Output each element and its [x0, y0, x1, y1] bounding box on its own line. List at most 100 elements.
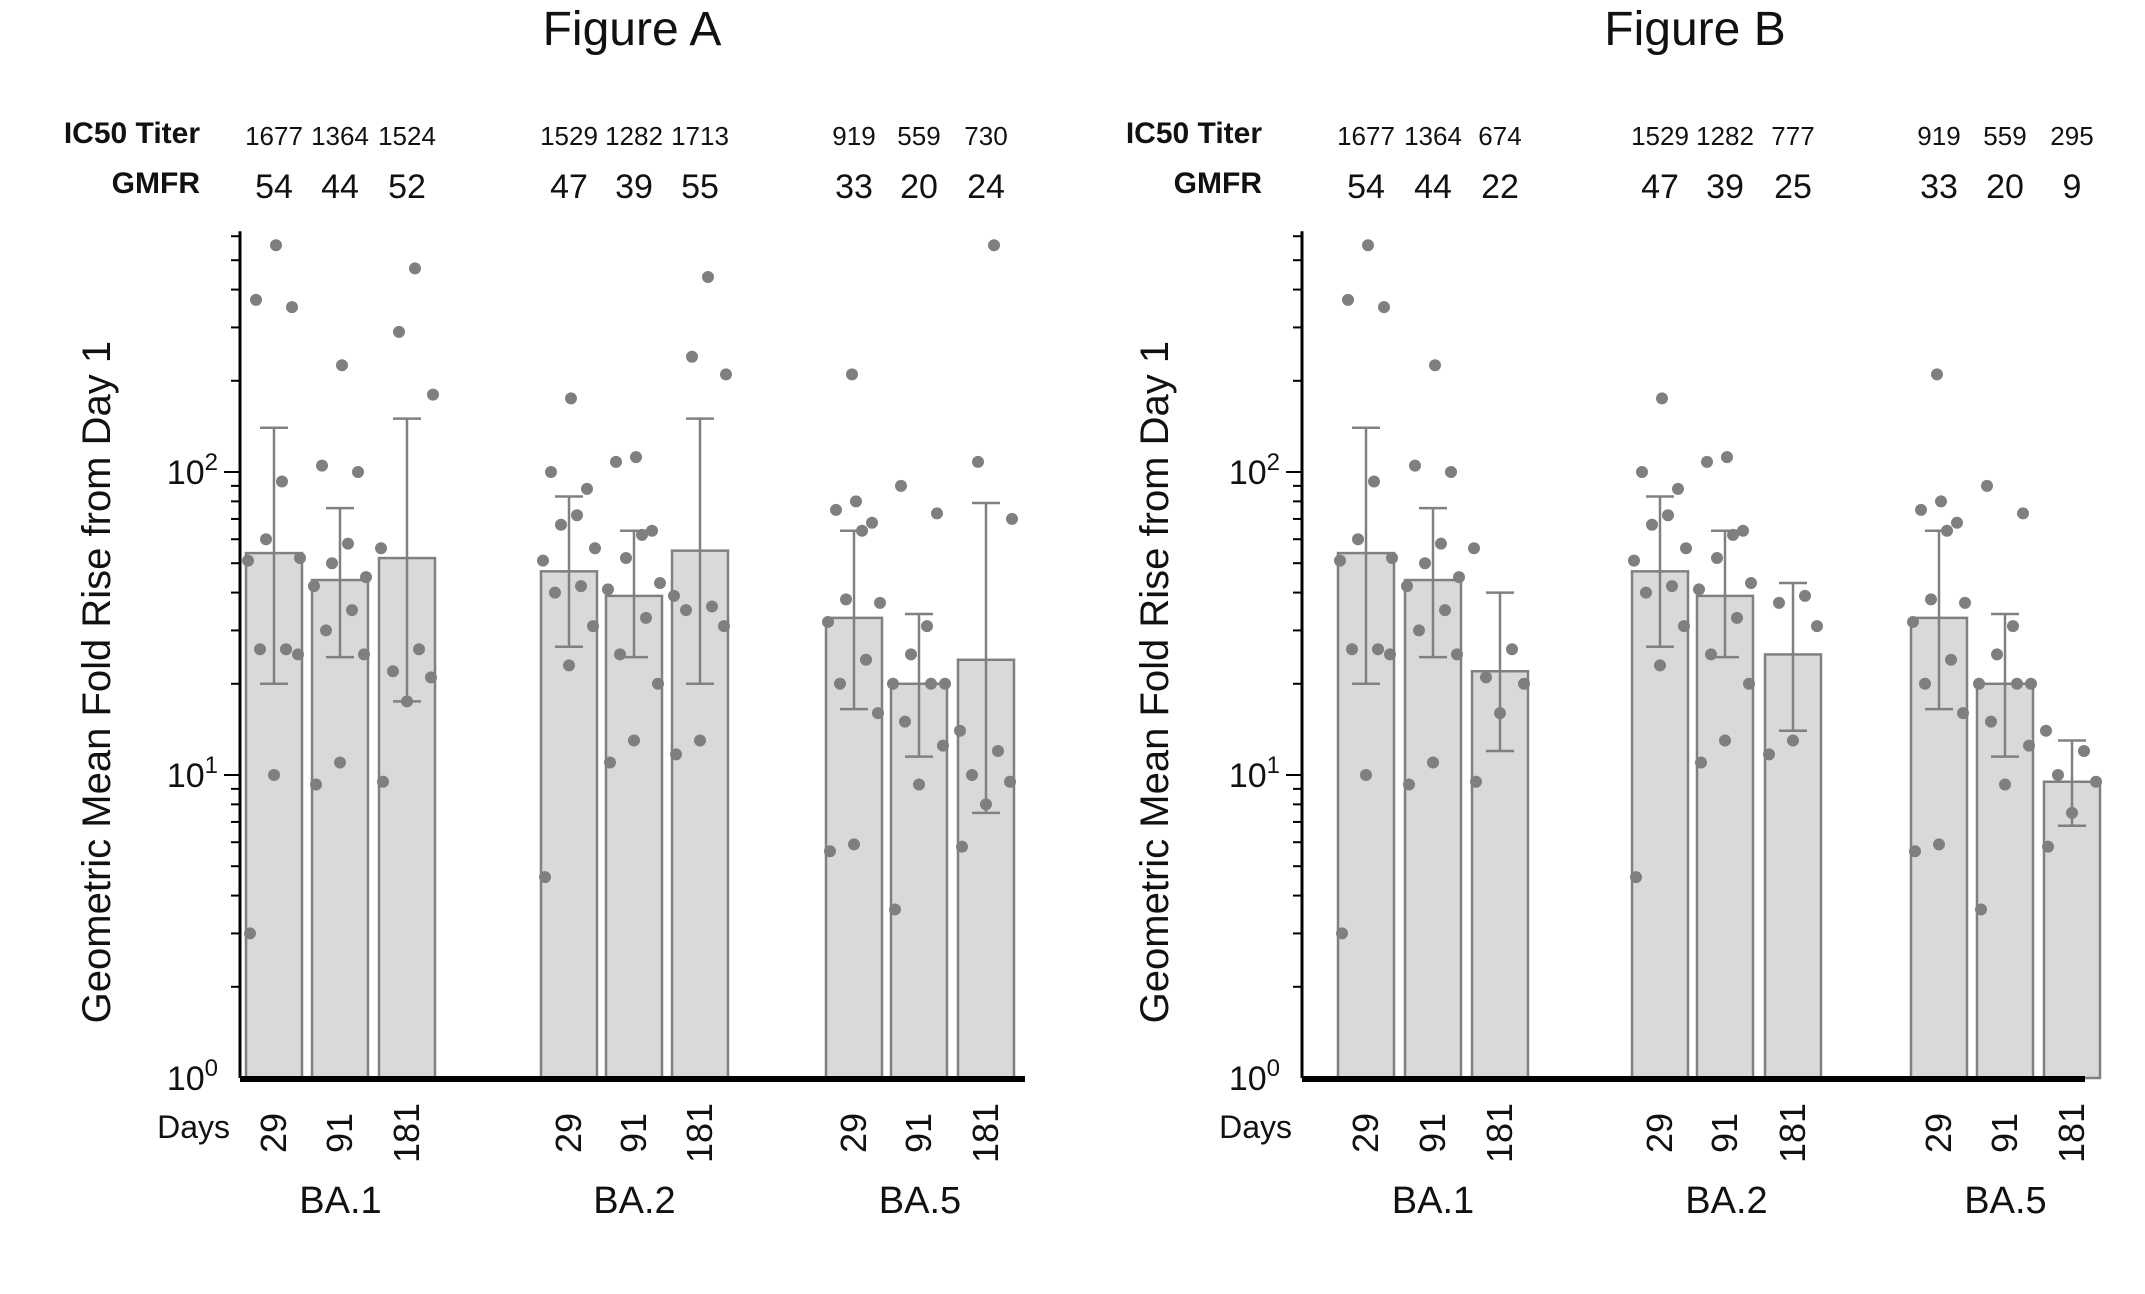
data-point	[1909, 845, 1921, 858]
data-point	[242, 554, 254, 567]
data-point	[668, 589, 680, 602]
ic50-value: 1282	[1696, 121, 1754, 151]
data-point	[1480, 671, 1492, 684]
data-point	[1678, 620, 1690, 633]
data-point	[860, 653, 872, 666]
data-point	[972, 455, 984, 468]
data-point	[342, 537, 354, 550]
data-point	[565, 392, 577, 405]
data-point	[921, 620, 933, 633]
data-point	[887, 677, 899, 690]
group-label: BA.2	[1685, 1180, 1767, 1222]
gmfr-value: 24	[967, 168, 1005, 206]
data-point	[1941, 524, 1953, 537]
gmfr-value: 47	[550, 168, 588, 206]
gmfr-value: 39	[615, 168, 653, 206]
data-point	[1975, 903, 1987, 916]
data-point	[604, 756, 616, 769]
data-point	[352, 466, 364, 478]
ic50-value: 559	[1983, 121, 2026, 151]
data-point	[937, 739, 949, 752]
data-point	[294, 552, 306, 565]
data-point	[1630, 871, 1642, 884]
data-point	[2040, 724, 2052, 737]
data-point	[628, 734, 640, 747]
data-point	[846, 368, 858, 381]
x-tick-label: 91	[1704, 1113, 1745, 1153]
group-label: BA.1	[1392, 1180, 1474, 1222]
data-point	[1362, 239, 1374, 252]
data-point	[1693, 583, 1705, 596]
data-point	[1662, 509, 1674, 522]
gmfr-value: 44	[1414, 168, 1452, 206]
data-point	[1401, 580, 1413, 593]
y-tick-base: 10	[1229, 757, 1267, 795]
data-point	[1727, 528, 1739, 541]
data-point	[905, 648, 917, 661]
y-tick-label: 100	[1229, 1055, 1280, 1098]
x-tick-label: 181	[2051, 1103, 2092, 1163]
data-point	[1470, 775, 1482, 788]
gmfr-value: 44	[321, 168, 359, 206]
data-point	[387, 665, 399, 678]
data-point	[620, 552, 632, 565]
y-tick-base: 10	[1229, 454, 1267, 492]
data-point	[1334, 554, 1346, 567]
data-point	[1719, 734, 1731, 747]
bar	[1695, 594, 1755, 1080]
data-point	[1386, 552, 1398, 565]
x-tick-label: 29	[548, 1113, 589, 1153]
gmfr-value: 47	[1641, 168, 1679, 206]
data-point	[856, 524, 868, 537]
ic50-value: 1529	[540, 121, 598, 151]
data-point	[1360, 769, 1372, 781]
ic50-value: 730	[964, 121, 1007, 151]
x-tick-label: 29	[1639, 1113, 1680, 1153]
data-point	[268, 769, 280, 781]
data-point	[571, 509, 583, 522]
data-point	[670, 748, 682, 761]
data-point	[427, 388, 439, 401]
data-point	[375, 542, 387, 555]
data-point	[1427, 756, 1439, 769]
data-point	[1429, 359, 1441, 372]
data-point	[2017, 507, 2029, 520]
ic50-value: 1524	[378, 121, 436, 151]
gmfr-value: 54	[1347, 168, 1385, 206]
data-point	[822, 615, 834, 628]
data-point	[694, 734, 706, 747]
y-tick-label: 100	[167, 1055, 218, 1098]
data-point	[1656, 392, 1668, 405]
days-label: Days	[1219, 1109, 1292, 1145]
y-tick-label: 101	[1229, 752, 1280, 795]
data-point	[1957, 707, 1969, 720]
data-point	[931, 507, 943, 520]
ic50-value: 1364	[311, 121, 369, 151]
ic50-value: 777	[1771, 121, 1814, 151]
y-tick-label: 102	[167, 449, 218, 492]
bar	[310, 578, 370, 1080]
gmfr-value: 25	[1774, 168, 1812, 206]
x-tick-label: 91	[1984, 1113, 2025, 1153]
data-point	[1737, 524, 1749, 537]
data-point	[2023, 739, 2035, 752]
data-point	[401, 695, 413, 708]
data-point	[1799, 589, 1811, 602]
data-point	[1004, 775, 1016, 788]
data-point	[413, 643, 425, 656]
data-point	[1453, 571, 1465, 584]
data-point	[636, 528, 648, 541]
data-point	[966, 769, 978, 781]
gmfr-value: 20	[1986, 168, 2024, 206]
data-point	[589, 542, 601, 555]
data-point	[334, 756, 346, 769]
data-point	[1006, 512, 1018, 525]
data-point	[1731, 611, 1743, 624]
data-point	[1368, 475, 1380, 488]
gmfr-header-label: GMFR	[112, 167, 201, 200]
data-point	[1413, 624, 1425, 637]
data-point	[358, 648, 370, 661]
data-point	[1743, 677, 1755, 690]
bar	[604, 594, 664, 1080]
